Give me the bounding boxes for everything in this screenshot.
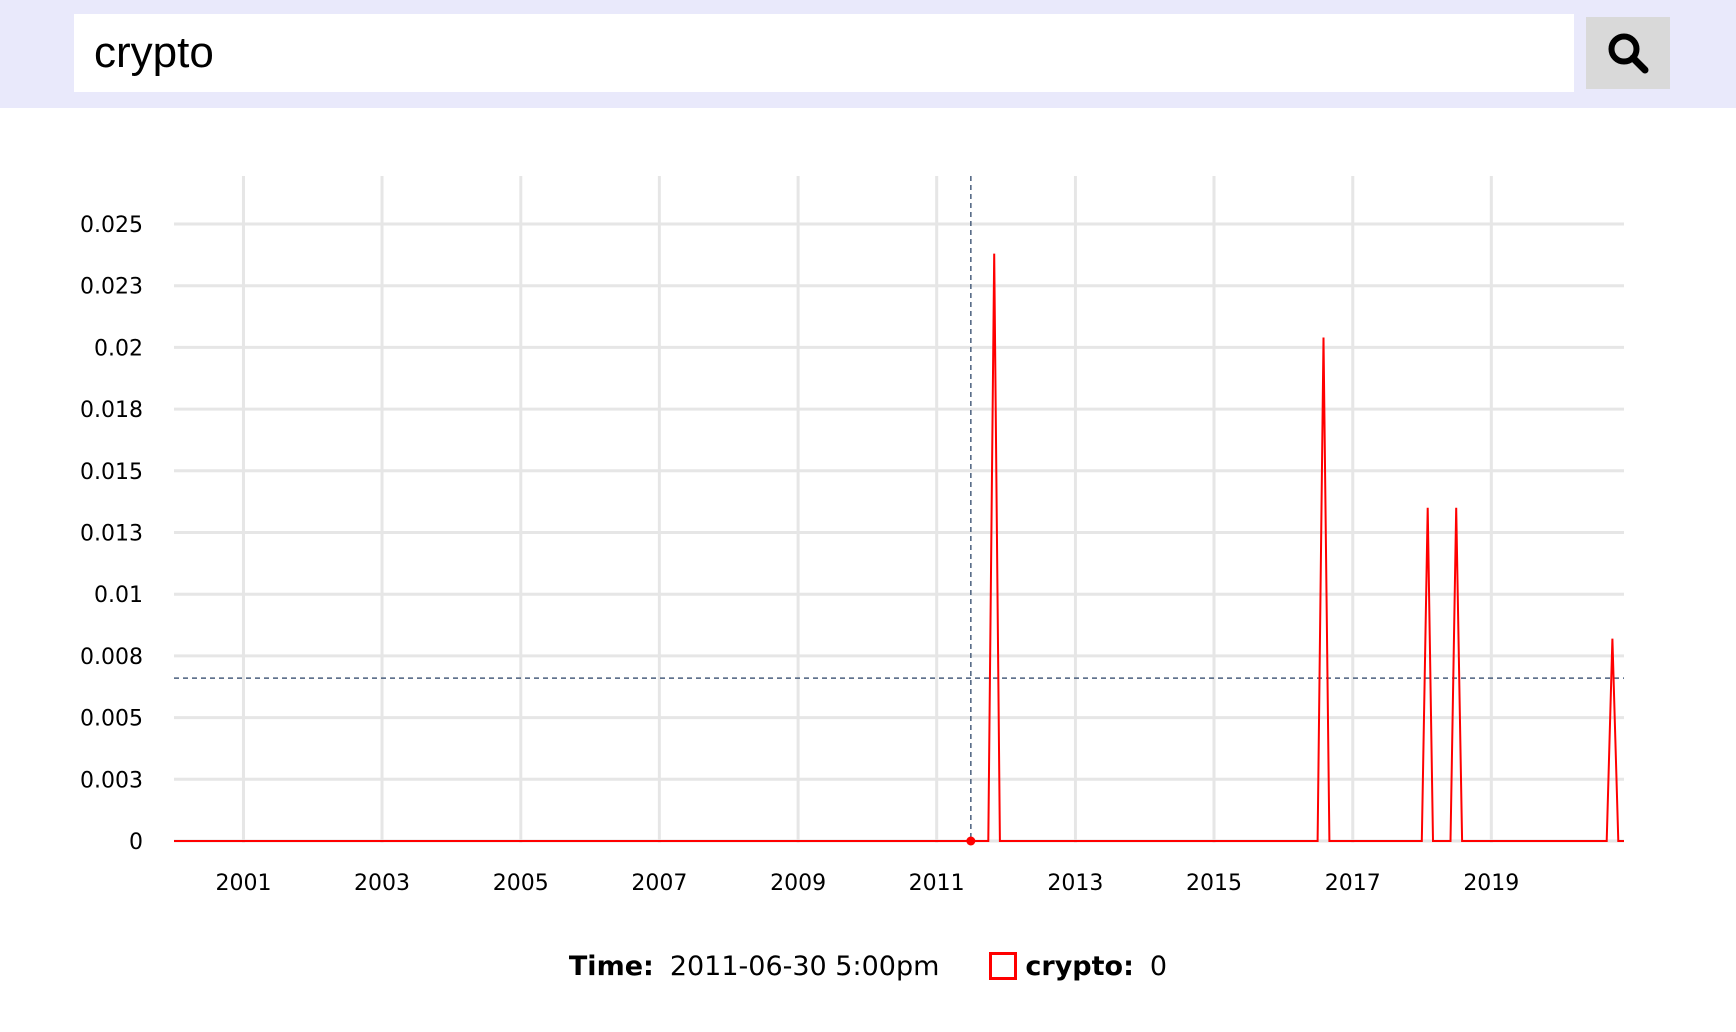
search-icon	[1606, 31, 1650, 75]
y-tick-label: 0	[129, 830, 143, 855]
x-tick-label: 2013	[1047, 871, 1103, 896]
x-tick-label: 2017	[1325, 871, 1381, 896]
x-tick-label: 2009	[770, 871, 826, 896]
crosshair	[174, 176, 1624, 841]
y-tick-label: 0.015	[80, 460, 143, 485]
x-tick-label: 2015	[1186, 871, 1242, 896]
search-button[interactable]	[1586, 17, 1670, 89]
x-tick-label: 2007	[631, 871, 687, 896]
x-tick-label: 2011	[909, 871, 965, 896]
time-label: Time:	[568, 950, 654, 982]
tooltip-legend: Time: 2011-06-30 5:00pm crypto: 0	[0, 940, 1736, 992]
x-grid	[241, 176, 1493, 843]
x-axis-ticks: 2001 2003 2005 2007 2009 2011 2013 2015 2017 2019	[215, 871, 1519, 896]
hover-marker	[966, 836, 976, 846]
y-tick-label: 0.023	[80, 275, 143, 300]
y-axis-ticks: 0 0.003 0.005 0.008 0.01 0.013 0.015 0.018 0.02 0…	[80, 213, 143, 855]
y-tick-label: 0.025	[80, 213, 143, 238]
y-tick-label: 0.018	[80, 398, 143, 423]
y-tick-label: 0.005	[80, 707, 143, 732]
x-tick-label: 2001	[215, 871, 271, 896]
series-line-crypto	[174, 253, 1624, 842]
x-tick-label: 2019	[1463, 871, 1519, 896]
search-input[interactable]	[74, 14, 1574, 92]
x-tick-label: 2005	[493, 871, 549, 896]
series-crypto	[174, 253, 1624, 842]
y-tick-label: 0.02	[94, 336, 143, 361]
series-label: crypto:	[1025, 950, 1134, 982]
series-value: 0	[1149, 950, 1168, 982]
x-tick-label: 2003	[354, 871, 410, 896]
series-swatch	[989, 952, 1018, 980]
search-bar	[0, 0, 1736, 108]
time-value: 2011-06-30 5:00pm	[669, 950, 940, 982]
y-tick-label: 0.008	[80, 645, 143, 670]
y-tick-label: 0.01	[94, 583, 143, 608]
y-tick-label: 0.003	[80, 768, 143, 793]
chart[interactable]: 0 0.003 0.005 0.008 0.01 0.013 0.015 0.018 0.02 0…	[0, 108, 1736, 928]
hover-point	[966, 836, 976, 846]
y-tick-label: 0.013	[80, 522, 143, 547]
y-grid	[174, 222, 1624, 843]
